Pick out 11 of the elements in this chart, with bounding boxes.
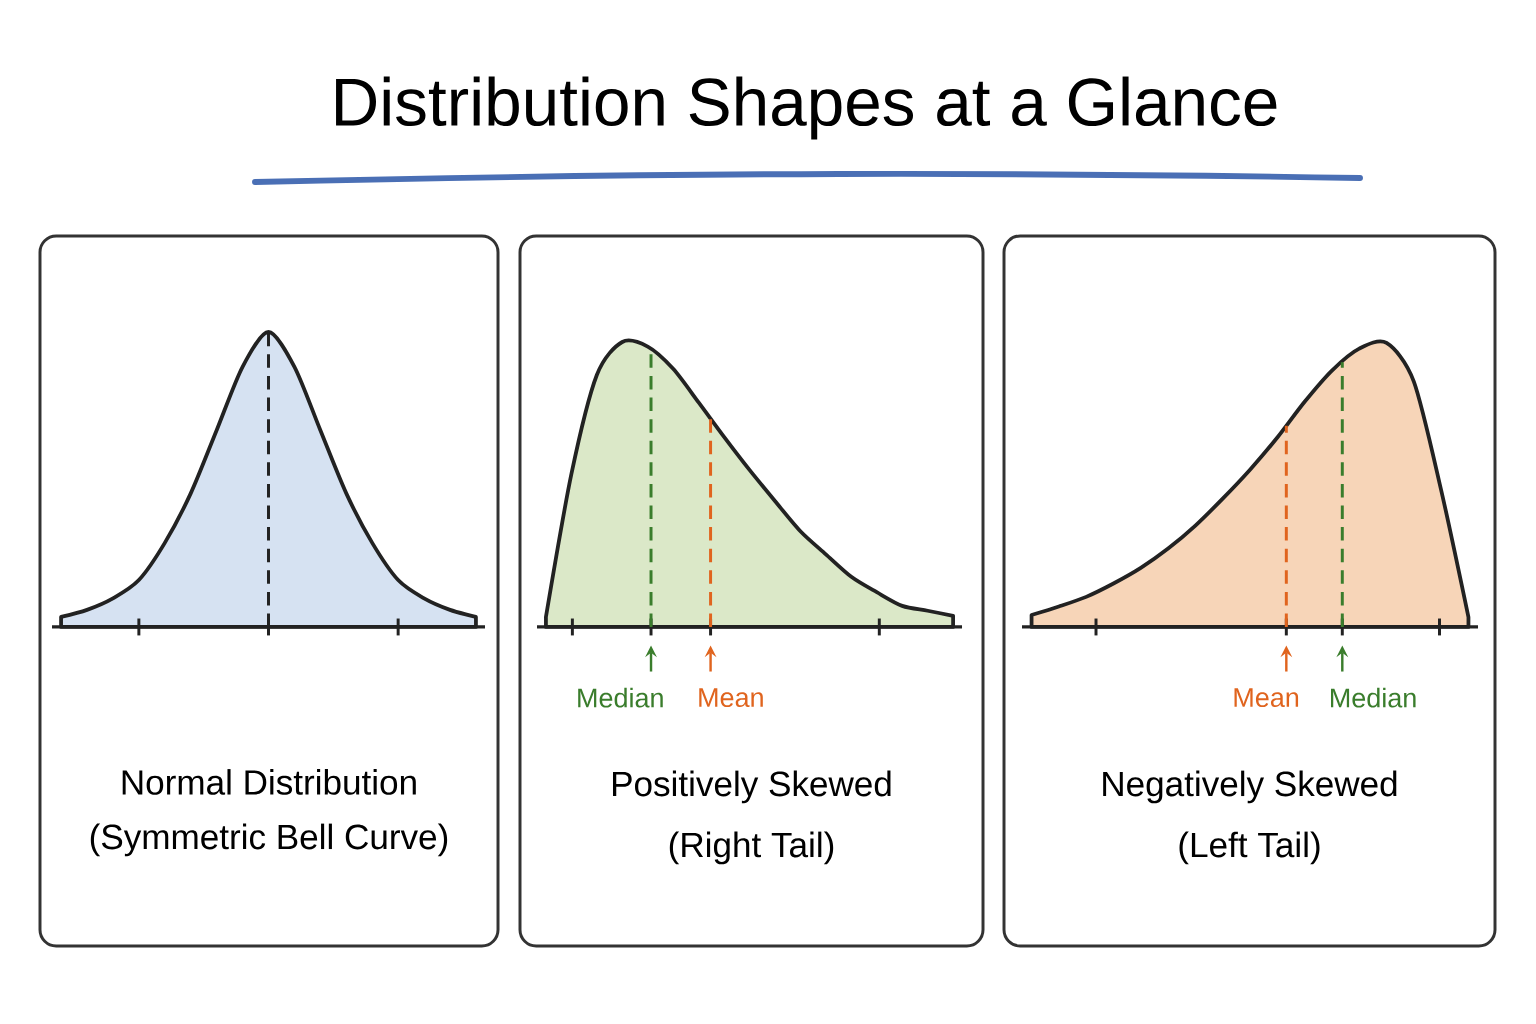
text: Positively Skewed [612, 770, 891, 804]
text: Distribution Shapes at a Glance [336, 76, 1277, 140]
text: Median [578, 687, 663, 708]
text: (Symmetric Bell Curve) [90, 823, 448, 857]
text: Median [1331, 687, 1416, 708]
text: (Left Tail) [1179, 831, 1320, 865]
text: (Right Tail) [669, 831, 834, 865]
text: Negatively Skewed [1103, 770, 1397, 804]
text: Normal Distribution [122, 769, 416, 795]
text: Mean [1234, 688, 1299, 708]
text: Mean [699, 688, 763, 708]
